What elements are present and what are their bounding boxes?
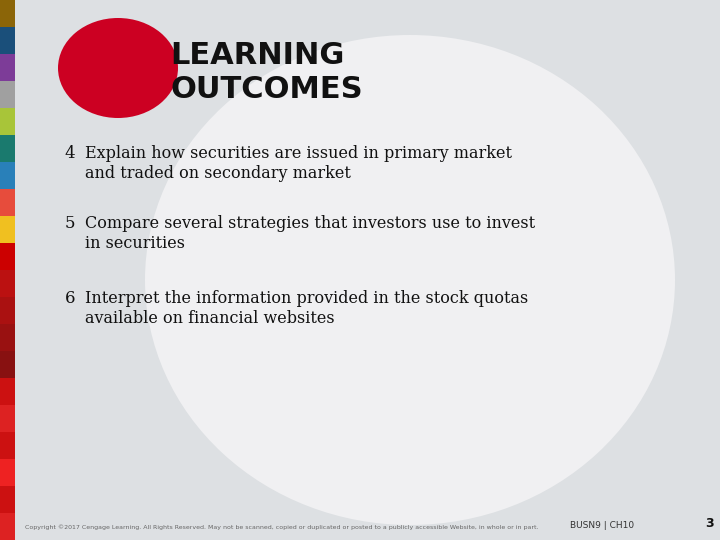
Bar (0, 108, 15, 135)
Bar (0, 513, 15, 540)
Ellipse shape (58, 18, 178, 118)
Text: 4: 4 (64, 145, 75, 162)
Text: LEARNING: LEARNING (170, 40, 344, 70)
Bar (0, 81, 15, 108)
Bar (0, 0, 15, 27)
Bar (0, 54, 15, 81)
Ellipse shape (145, 35, 675, 525)
Text: available on financial websites: available on financial websites (85, 310, 335, 327)
Text: 6: 6 (65, 290, 75, 307)
Bar (0, 378, 15, 405)
Text: Explain how securities are issued in primary market: Explain how securities are issued in pri… (85, 145, 512, 162)
Bar (0, 297, 15, 324)
Bar (0, 432, 15, 459)
Bar (0, 270, 15, 297)
Text: Compare several strategies that investors use to invest: Compare several strategies that investor… (85, 215, 535, 232)
Text: 5: 5 (65, 215, 75, 232)
Text: in securities: in securities (85, 235, 185, 252)
Text: OUTCOMES: OUTCOMES (170, 76, 363, 105)
Bar (0, 243, 15, 270)
Bar (0, 27, 15, 54)
Bar (0, 324, 15, 351)
Text: Interpret the information provided in the stock quotas: Interpret the information provided in th… (85, 290, 528, 307)
Bar (0, 405, 15, 432)
Bar (0, 216, 15, 243)
Text: 3: 3 (706, 517, 714, 530)
Bar (0, 189, 15, 216)
Bar (0, 162, 15, 189)
Bar (0, 351, 15, 378)
Text: BUSN9 | CH10: BUSN9 | CH10 (570, 521, 634, 530)
Bar (0, 135, 15, 162)
Text: and traded on secondary market: and traded on secondary market (85, 165, 351, 182)
Bar (0, 459, 15, 486)
Bar (0, 486, 15, 513)
Text: Copyright ©2017 Cengage Learning. All Rights Reserved. May not be scanned, copie: Copyright ©2017 Cengage Learning. All Ri… (25, 524, 539, 530)
